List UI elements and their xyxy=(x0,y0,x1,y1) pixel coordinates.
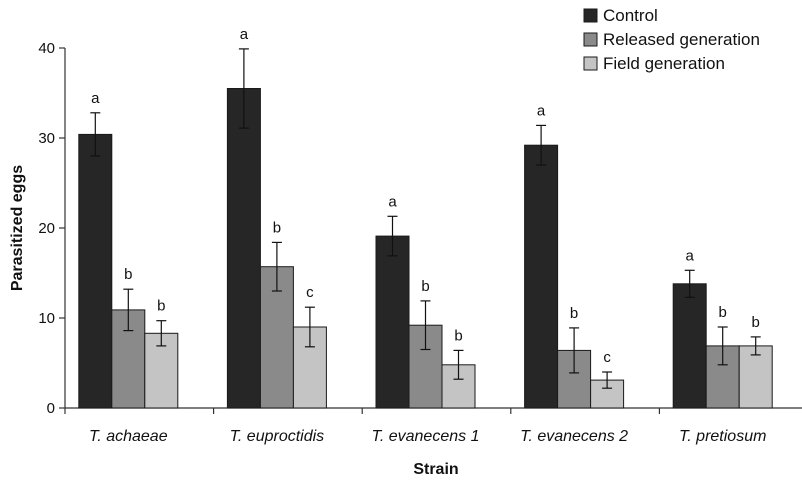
significance-label: b xyxy=(719,304,727,321)
significance-label: c xyxy=(603,349,611,366)
x-axis-title: Strain xyxy=(413,461,458,478)
y-tick-label: 20 xyxy=(38,220,55,237)
y-tick-label: 30 xyxy=(38,130,55,147)
y-tick-label: 10 xyxy=(38,310,55,327)
bar xyxy=(524,144,559,409)
bar xyxy=(738,345,773,409)
bar xyxy=(78,133,113,409)
significance-label: b xyxy=(273,219,281,236)
legend-swatch xyxy=(583,56,598,71)
significance-label: c xyxy=(306,284,314,301)
legend-label: Control xyxy=(603,6,658,25)
bar xyxy=(375,235,410,409)
significance-label: a xyxy=(240,26,249,43)
significance-label: a xyxy=(686,247,695,264)
y-tick-label: 40 xyxy=(38,40,55,57)
category-label: T. achaeae xyxy=(89,428,168,445)
legend-label: Released generation xyxy=(603,30,760,49)
significance-label: a xyxy=(91,90,100,107)
significance-label: a xyxy=(537,102,546,119)
category-label: T. euproctidis xyxy=(230,428,325,445)
category-label: T. evanecens 1 xyxy=(372,428,480,445)
legend-swatch xyxy=(583,8,598,23)
legend-label: Field generation xyxy=(603,54,725,73)
category-label: T. evanecens 2 xyxy=(520,428,628,445)
y-tick-label: 0 xyxy=(47,400,55,417)
category-label: T. pretiosum xyxy=(679,428,766,445)
bar xyxy=(672,283,707,409)
significance-label: a xyxy=(388,193,397,210)
legend-swatch xyxy=(583,32,598,47)
significance-label: b xyxy=(752,314,760,331)
significance-label: b xyxy=(157,298,165,315)
y-axis-title: Parasitized eggs xyxy=(9,165,26,291)
significance-label: b xyxy=(421,278,429,295)
significance-label: b xyxy=(454,327,462,344)
significance-label: b xyxy=(570,305,578,322)
significance-label: b xyxy=(124,266,132,283)
bar xyxy=(226,88,261,409)
